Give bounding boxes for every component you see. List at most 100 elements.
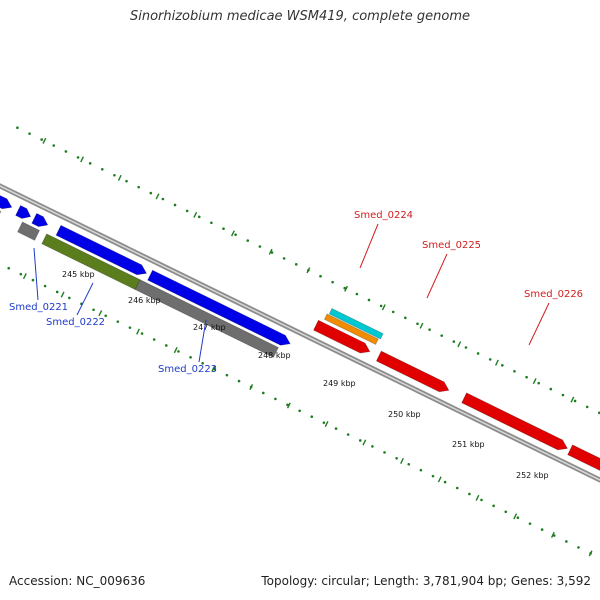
- ruler-inner-dots: [540, 528, 544, 531]
- ruler-inner-dots: [104, 314, 107, 318]
- ruler-outer-dots: [537, 381, 541, 385]
- ruler-outer-dots: [428, 328, 431, 331]
- ruler-outer-dots: [367, 298, 371, 302]
- ruler-outer-dots: [440, 334, 444, 337]
- ruler-inner-dots: [152, 338, 156, 341]
- ruler-outer-dots: [488, 358, 492, 361]
- cds-forward: [147, 269, 291, 346]
- ruler-outer-dots: [161, 197, 165, 201]
- ruler-inner-dots: [395, 457, 398, 460]
- ruler-inner-tick: [513, 513, 518, 520]
- ruler-tick-label: 246 kbp: [128, 296, 161, 305]
- ruler-inner-dots: [443, 480, 447, 484]
- cds-reverse: [313, 319, 371, 354]
- ruler-inner-dots: [165, 344, 168, 347]
- ruler-inner-dots: [504, 510, 508, 514]
- ruler-outer-tick: [80, 156, 85, 163]
- ruler-inner-dots: [346, 433, 350, 436]
- ruler-inner-tick: [286, 402, 291, 409]
- ruler-inner-dots: [225, 373, 229, 377]
- gene-label-smed-0221: Smed_0221: [9, 302, 68, 313]
- ruler-outer-dots: [149, 191, 153, 195]
- misc-feature-cyan: [328, 308, 384, 340]
- ruler-outer-tick: [230, 230, 235, 237]
- cds-forward: [31, 212, 49, 228]
- ruler-outer-tick: [117, 174, 122, 181]
- gene-label-smed-0224: Smed_0224: [354, 210, 413, 221]
- gene-label-leader: [528, 302, 550, 346]
- ruler-outer-dots: [234, 233, 237, 236]
- ruler-outer-tick: [268, 248, 273, 255]
- ruler-outer-dots: [137, 185, 140, 189]
- ruler-outer-dots: [52, 144, 56, 147]
- genome-summary: Topology: circular; Length: 3,781,904 bp…: [261, 574, 591, 588]
- ruler-inner-dots: [116, 320, 120, 323]
- ruler-inner-dots: [177, 350, 180, 353]
- cds-reverse: [567, 444, 600, 471]
- ruler-outer-dots: [561, 393, 565, 397]
- ruler-inner-dots: [55, 290, 59, 294]
- ruler-inner-dots: [431, 474, 435, 478]
- ruler-inner-dots: [565, 540, 568, 543]
- ruler-inner-dots: [358, 439, 362, 442]
- ruler-inner-dots: [480, 498, 483, 502]
- ruler-inner-tick: [211, 365, 216, 372]
- ruler-inner-tick: [98, 310, 103, 317]
- ruler-outer-dots: [464, 346, 468, 349]
- cds-reverse: [461, 392, 569, 451]
- ruler-inner-dots: [371, 445, 374, 448]
- ruler-outer-dots: [513, 369, 516, 373]
- cds-forward: [15, 204, 32, 219]
- ruler-tick-label: 248 kbp: [258, 351, 291, 360]
- ruler-inner-tick: [475, 494, 480, 501]
- ruler-outer-dots: [258, 245, 262, 248]
- accession-label: Accession: NC_009636: [9, 574, 146, 588]
- ruler-tick-label: 251 kbp: [452, 440, 485, 449]
- cds-reverse: [375, 350, 450, 393]
- ruler-inner-dots: [128, 326, 132, 329]
- ruler-inner-tick: [324, 420, 329, 427]
- gene-label-smed-0222: Smed_0222: [46, 317, 105, 328]
- ruler-outer-tick: [42, 137, 47, 144]
- ruler-outer-tick: [494, 359, 499, 366]
- ruler-inner-dots: [322, 421, 326, 424]
- gene-label-leader: [426, 253, 448, 299]
- ruler-outer-dots: [125, 179, 128, 183]
- gene-feature: [0, 210, 2, 215]
- ruler-tick-label: 245 kbp: [62, 270, 95, 279]
- ruler-inner-dots: [261, 391, 265, 395]
- ruler-outer-dots: [16, 126, 19, 130]
- gene-label-smed-0226: Smed_0226: [524, 289, 583, 300]
- ruler-outer-dots: [113, 173, 116, 177]
- ruler-outer-dots: [28, 132, 31, 135]
- ruler-outer-dots: [185, 209, 189, 213]
- ruler-outer-dots: [319, 274, 322, 278]
- ruler-outer-dots: [404, 316, 407, 320]
- ruler-inner-tick: [437, 476, 442, 483]
- ruler-outer-tick: [344, 285, 349, 292]
- ruler-inner-dots: [92, 308, 95, 312]
- ruler-tick-label: 252 kbp: [516, 471, 549, 480]
- ruler-outer-dots: [40, 138, 43, 141]
- ruler-inner-dots: [455, 486, 459, 490]
- gene-label-leader: [359, 223, 379, 269]
- ruler-outer-dots: [88, 162, 92, 165]
- ruler-inner-dots: [528, 522, 532, 525]
- ruler-outer-tick: [419, 322, 424, 329]
- ruler-outer-dots: [452, 340, 456, 343]
- ruler-outer-tick: [193, 211, 198, 218]
- ruler-tick-label: 249 kbp: [323, 379, 356, 388]
- ruler-inner-dots: [310, 415, 314, 419]
- gene-label-leader: [76, 282, 94, 316]
- ruler-outer-dots: [76, 156, 80, 159]
- ruler-outer-tick: [532, 378, 537, 385]
- ruler-inner-dots: [407, 462, 411, 466]
- gene-feature: [134, 279, 279, 358]
- ruler-inner-tick: [400, 457, 404, 464]
- ruler-inner-tick: [362, 439, 367, 446]
- ruler-outer-dots: [549, 387, 553, 391]
- ruler-outer-dots: [100, 168, 104, 171]
- ruler-outer-tick: [155, 193, 160, 200]
- misc-feature-orange: [323, 313, 379, 345]
